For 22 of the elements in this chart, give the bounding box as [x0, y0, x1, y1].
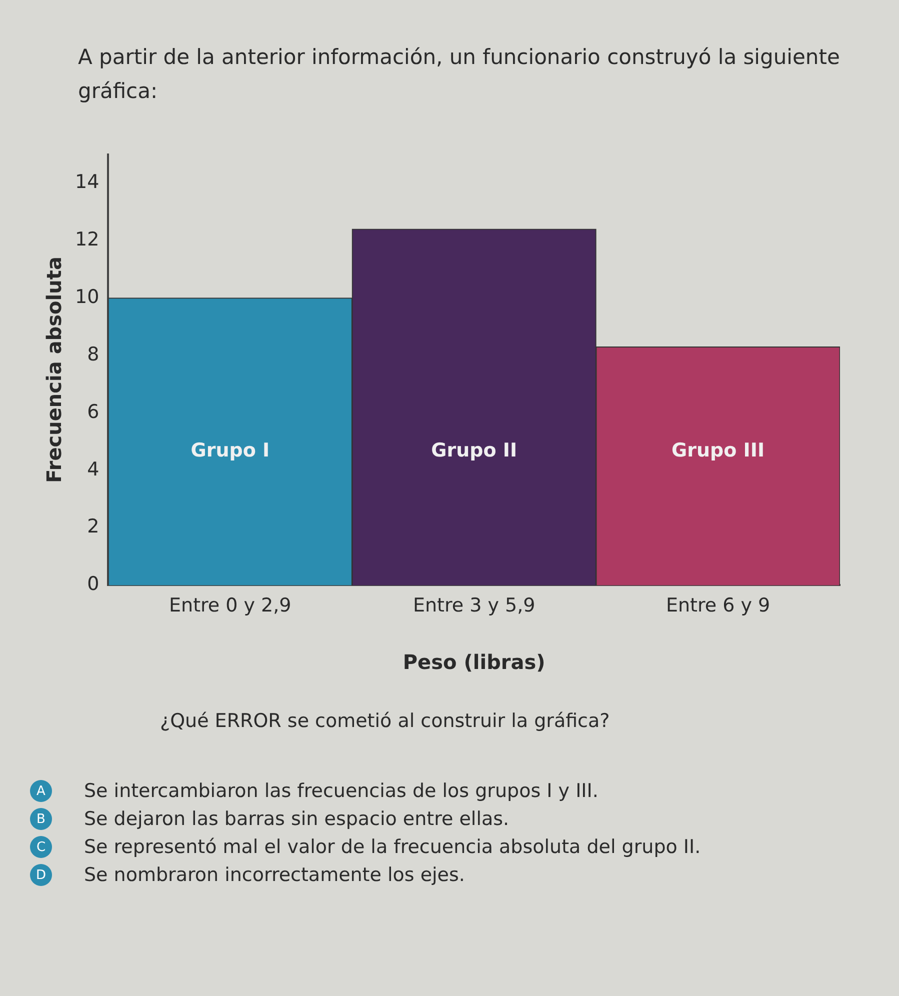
text: ¿Qué ERROR se cometió al construir la gráfica? [160, 710, 611, 732]
annotation: Grupo II [431, 440, 518, 462]
x-tick-label: Entre 0 y 2,9 [169, 594, 292, 617]
x-axis-title: Peso (libras) [402, 650, 546, 674]
y-tick-label: 12 [74, 228, 100, 250]
annotation: Grupo I [190, 440, 270, 462]
y-tick-label: 6 [87, 400, 100, 423]
text: C Se representó mal el valor de la frecuencia absoluta del grupo II. [36, 836, 701, 858]
x-tick-label: Entre 3 y 5,9 [412, 594, 536, 617]
text: D Se nombraron incorrectamente los ejes. [36, 864, 465, 886]
y-tick-label: 2 [87, 516, 100, 538]
y-tick-label: 14 [74, 171, 100, 194]
y-axis-title: Frecuencia absoluta [42, 256, 66, 484]
annotation: Grupo III [672, 440, 765, 462]
text: A Se intercambiaron las frecuencias de los grupos I y III. [36, 780, 598, 802]
y-tick-label: 0 [87, 573, 100, 596]
text: B Se dejaron las barras sin espacio entre ellas. [36, 808, 510, 830]
y-tick-label: 10 [74, 286, 100, 308]
chart-title: A partir de la anterior información, un funcionario construyó la siguiente gráfica: [78, 44, 841, 105]
y-tick-label: 4 [87, 458, 100, 480]
x-tick-label: Entre 6 y 9 [666, 594, 770, 617]
y-tick-label: 8 [87, 343, 100, 366]
